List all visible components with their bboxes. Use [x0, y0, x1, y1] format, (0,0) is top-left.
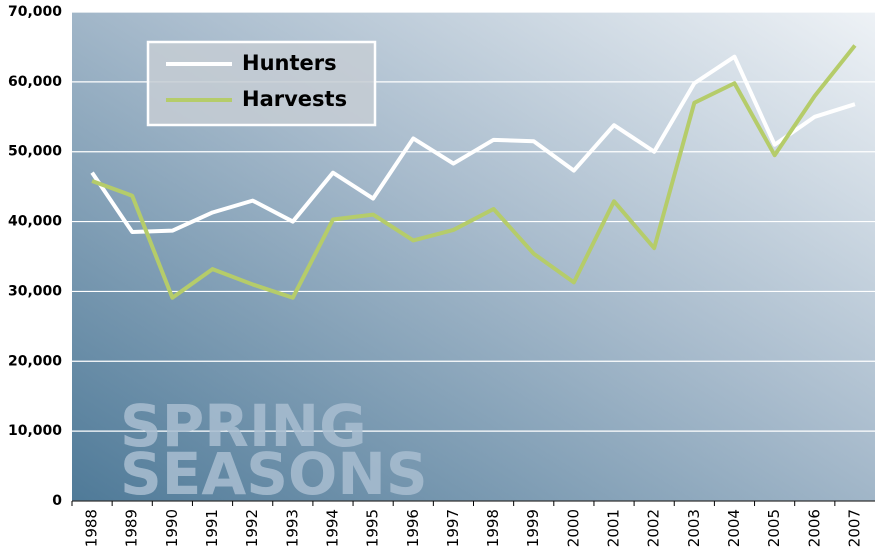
legend-label: Harvests	[242, 87, 347, 111]
y-tick-label: 0	[52, 493, 62, 509]
y-tick-label: 70,000	[8, 4, 62, 20]
x-tick-label: 2002	[645, 509, 663, 547]
x-tick-label: 1995	[364, 509, 382, 547]
x-tick-label: 2006	[805, 509, 823, 547]
x-tick-label: 1990	[163, 509, 181, 547]
y-tick-label: 60,000	[8, 74, 62, 90]
x-tick-label: 2001	[605, 509, 623, 547]
annotation: SEASONS	[120, 440, 428, 508]
x-tick-label: 1999	[524, 509, 542, 547]
annotation: SPRING	[120, 392, 367, 460]
x-tick-label: 1988	[83, 509, 101, 547]
legend-label: Hunters	[242, 51, 337, 75]
x-tick-label: 1998	[484, 509, 502, 547]
x-tick-label: 1994	[323, 509, 341, 547]
series-line	[90, 54, 856, 235]
x-tick-label: 2003	[685, 509, 703, 547]
x-tick-label: 1993	[283, 509, 301, 547]
x-tick-label: 1991	[203, 509, 221, 547]
x-tick-label: 2004	[725, 509, 743, 547]
y-tick-label: 10,000	[8, 423, 62, 439]
x-tick-label: 2007	[845, 509, 863, 547]
series-line	[91, 44, 857, 300]
legend	[146, 40, 377, 127]
y-tick-label: 40,000	[8, 214, 62, 230]
x-tick-label: 2005	[765, 509, 783, 547]
y-tick-label: 30,000	[8, 283, 62, 299]
x-tick-label: 1996	[404, 509, 422, 547]
x-tick-label: 1997	[444, 509, 462, 547]
y-tick-label: 20,000	[8, 353, 62, 369]
x-tick-label: 2000	[564, 509, 582, 547]
x-tick-label: 1992	[243, 509, 261, 547]
y-tick-label: 50,000	[8, 144, 62, 160]
x-tick-label: 1989	[123, 509, 141, 547]
